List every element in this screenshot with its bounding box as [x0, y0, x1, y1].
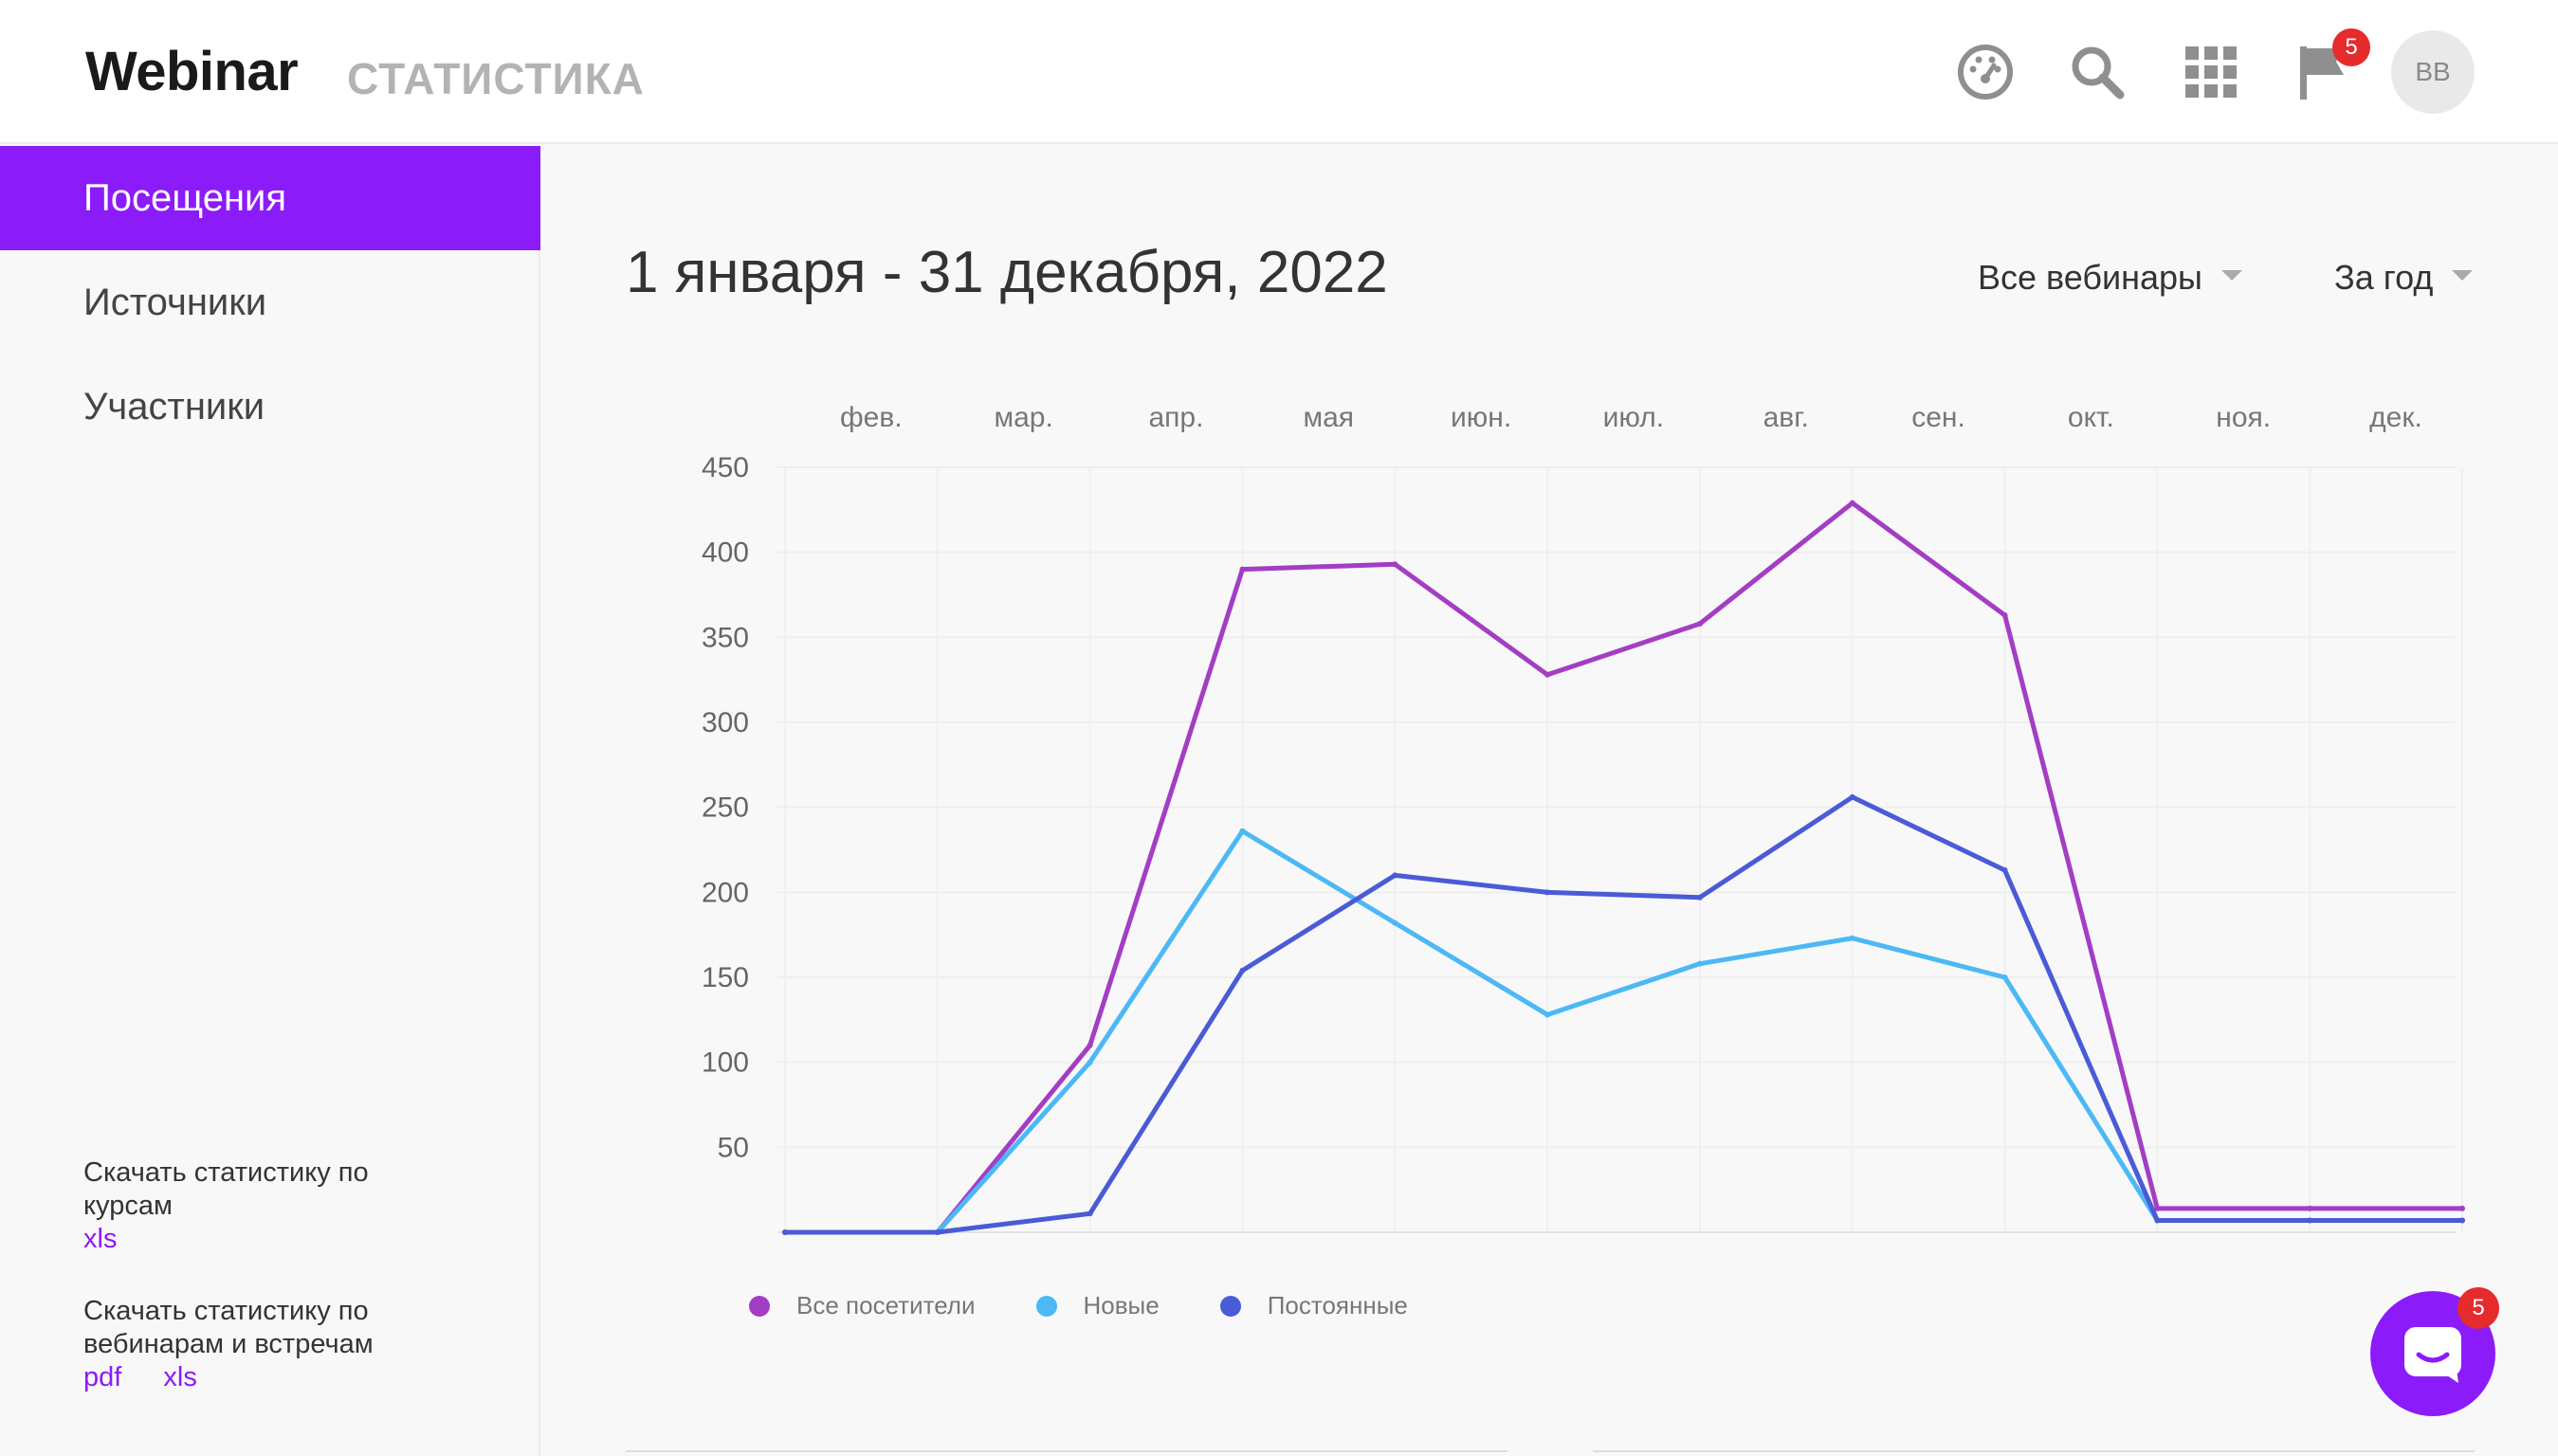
chevron-down-icon	[2220, 269, 2242, 281]
data-point	[1392, 872, 1398, 879]
webinars-filter-select[interactable]: Все вебинары	[1978, 258, 2242, 298]
download-courses-text: Скачать статистику по курсам	[83, 1157, 369, 1221]
data-point	[2154, 1217, 2161, 1224]
notification-badge: 5	[2332, 28, 2370, 66]
x-tick-label: июн.	[1451, 402, 1511, 433]
data-point	[1087, 1210, 1093, 1217]
download-webinars-pdf-link[interactable]: pdf	[83, 1362, 122, 1392]
x-tick-label: авг.	[1763, 402, 1809, 433]
sidebar: Посещения Источники Участники Скачать ст…	[0, 146, 540, 1456]
avatar[interactable]: ВВ	[2391, 30, 2475, 114]
x-tick-label: фев.	[840, 402, 903, 433]
x-tick-label: мая	[1303, 402, 1354, 433]
visits-line-chart: 50 100 150 200 250 300 350 400 450 фев. мар. апр. ма…	[702, 402, 2465, 1235]
period-title: 1 января - 31 декабря, 2022	[626, 240, 1388, 305]
data-point	[1239, 967, 1246, 974]
legend-dot-icon	[1035, 1295, 1057, 1317]
sidebar-item-participants[interactable]: Участники	[83, 385, 265, 428]
series-line-1	[782, 828, 2465, 1235]
data-point	[1087, 1059, 1093, 1065]
dashboard-icon[interactable]	[1949, 36, 2021, 108]
data-point	[1696, 620, 1703, 627]
data-point	[934, 1229, 941, 1235]
legend-dot-icon	[749, 1295, 770, 1317]
y-tick-label: 200	[702, 877, 749, 908]
y-tick-label: 350	[702, 622, 749, 653]
download-courses-xls-link[interactable]: xls	[83, 1224, 118, 1254]
y-tick-label: 150	[702, 962, 749, 993]
legend-label-new: Новые	[1083, 1291, 1160, 1320]
legend-label-all: Все посетители	[796, 1291, 976, 1320]
data-point	[2001, 974, 2008, 980]
legend-label-regular: Постоянные	[1267, 1291, 1408, 1320]
data-point	[2459, 1205, 2465, 1211]
sidebar-item-sources[interactable]: Источники	[83, 281, 267, 323]
top-header: Webinar СТАТИСТИКА 5 ВВ	[0, 0, 2558, 144]
x-tick-label: окт.	[2068, 402, 2114, 433]
x-tick-label: сен.	[1911, 402, 1965, 433]
chat-icon	[2404, 1327, 2461, 1383]
logo[interactable]: Webinar	[85, 41, 299, 102]
y-tick-label: 100	[702, 1047, 749, 1079]
series-line-0	[782, 500, 2465, 1235]
data-point	[2001, 612, 2008, 619]
data-point	[1087, 1042, 1093, 1048]
chart-legend: Все посетители Новые Постоянные	[749, 1291, 1469, 1320]
chat-badge: 5	[2458, 1287, 2499, 1329]
x-tick-label: июл.	[1603, 402, 1664, 433]
chevron-down-icon	[2452, 269, 2474, 281]
y-tick-label: 450	[702, 452, 749, 483]
apps-grid-icon[interactable]	[2175, 36, 2247, 108]
data-point	[1239, 566, 1246, 573]
data-point	[1849, 793, 1855, 800]
data-point	[1544, 889, 1551, 896]
data-point	[1849, 500, 1855, 506]
y-tick-label: 400	[702, 537, 749, 569]
data-point	[1392, 561, 1398, 568]
data-point	[782, 1229, 788, 1235]
data-point	[2001, 867, 2008, 874]
divider	[626, 1450, 1507, 1452]
data-point	[1849, 935, 1855, 941]
data-point	[1239, 828, 1246, 834]
data-point	[2307, 1205, 2313, 1211]
legend-item-all[interactable]: Все посетители	[749, 1291, 976, 1320]
legend-dot-icon	[1219, 1295, 1241, 1317]
data-point	[1544, 671, 1551, 678]
download-webinars-block: Скачать статистику по вебинарам и встреч…	[83, 1295, 425, 1394]
section-title: СТАТИСТИКА	[347, 54, 645, 103]
period-filter-value: За год	[2334, 258, 2434, 297]
sidebar-item-visits[interactable]: Посещения	[0, 146, 540, 250]
data-point	[2307, 1217, 2313, 1224]
y-tick-label: 250	[702, 792, 749, 824]
search-icon[interactable]	[2061, 36, 2133, 108]
data-point	[2459, 1217, 2465, 1224]
legend-item-new[interactable]: Новые	[1035, 1291, 1160, 1320]
data-point	[1544, 1011, 1551, 1018]
download-courses-block: Скачать статистику по курсам xls	[83, 1156, 425, 1256]
y-tick-label: 300	[702, 707, 749, 738]
legend-item-regular[interactable]: Постоянные	[1219, 1291, 1408, 1320]
webinars-filter-value: Все вебинары	[1978, 258, 2202, 297]
x-tick-label: ноя.	[2216, 402, 2271, 433]
data-point	[2154, 1205, 2161, 1211]
x-tick-label: мар.	[994, 402, 1052, 433]
data-point	[1696, 894, 1703, 901]
divider	[1593, 1450, 2475, 1452]
download-webinars-text: Скачать статистику по вебинарам и встреч…	[83, 1296, 374, 1359]
x-tick-label: дек.	[2369, 402, 2422, 433]
data-point	[1696, 960, 1703, 967]
period-filter-select[interactable]: За год	[2334, 258, 2474, 298]
y-tick-label: 50	[718, 1132, 749, 1163]
series-line-2	[782, 794, 2465, 1235]
x-tick-label: апр.	[1148, 402, 1203, 433]
download-webinars-xls-link[interactable]: xls	[163, 1362, 197, 1392]
data-point	[1392, 919, 1398, 926]
